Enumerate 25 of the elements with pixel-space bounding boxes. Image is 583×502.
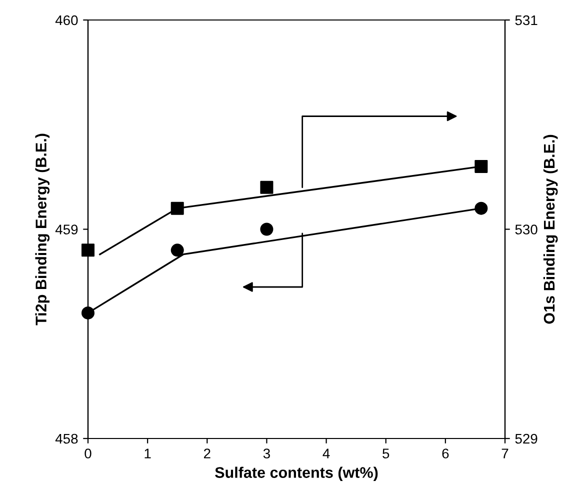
point xyxy=(81,244,95,257)
y2-tick-label: 531 xyxy=(515,15,538,26)
x-tick-label: 1 xyxy=(144,448,151,458)
point xyxy=(260,222,274,236)
y-tick-label: 459 xyxy=(55,224,78,234)
point xyxy=(474,160,488,173)
y-tick-label: 460 xyxy=(55,15,78,26)
y2-tick-label: 530 xyxy=(515,224,538,234)
point xyxy=(260,180,274,194)
y-tick-label: 458 xyxy=(55,434,78,444)
x-tick-label: 6 xyxy=(442,448,449,458)
point xyxy=(474,202,488,215)
y2-axis-title: O1s Binding Energy (B.E.) xyxy=(543,134,558,324)
x-tick-label: 4 xyxy=(322,448,330,458)
point xyxy=(81,306,95,320)
x-tick-label: 5 xyxy=(382,448,390,458)
x-tick-label: 2 xyxy=(204,448,210,458)
x-axis-title: Sulfate contents (wt%) xyxy=(215,466,378,481)
point xyxy=(170,244,184,257)
x-tick-label: 7 xyxy=(502,448,508,458)
y2-tick-label: 529 xyxy=(515,434,538,444)
x-tick-label: 0 xyxy=(84,448,92,458)
y-axis-title: Ti2p Binding Energy (B.E.) xyxy=(35,134,50,326)
point xyxy=(170,202,184,215)
x-tick-label: 3 xyxy=(263,448,270,458)
